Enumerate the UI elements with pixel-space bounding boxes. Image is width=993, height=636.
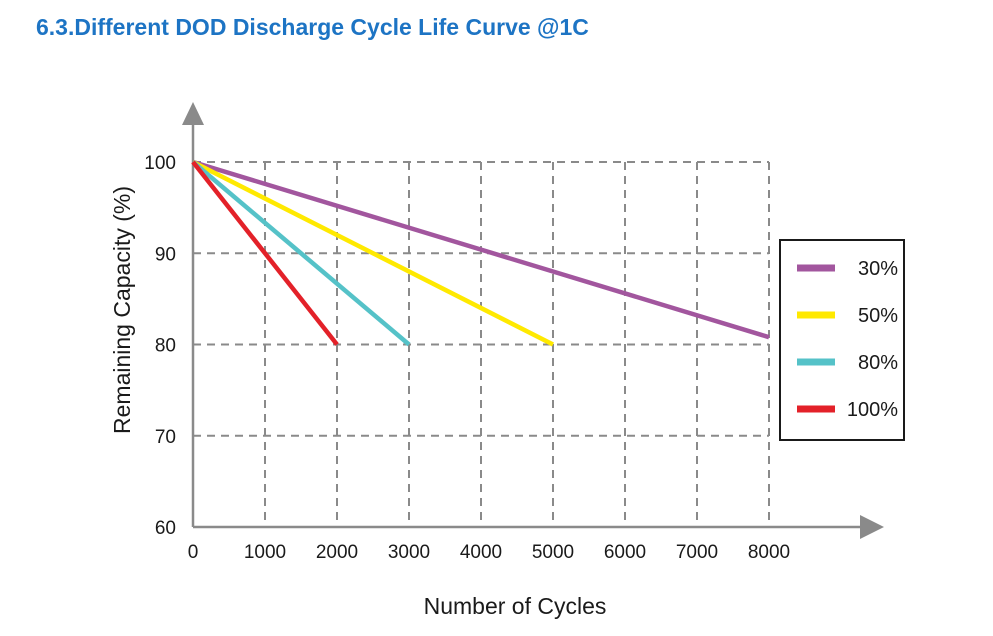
x-tick-labels: 0 1000 2000 3000 4000 5000 6000 7000 8000 <box>188 542 790 563</box>
legend-label-100pct: 100% <box>847 399 898 421</box>
series-line-80pct <box>191 160 411 347</box>
series-lines <box>191 159 770 347</box>
legend-label-80pct: 80% <box>858 352 898 374</box>
x-tick-1000: 1000 <box>244 542 286 563</box>
y-tick-80: 80 <box>155 336 176 357</box>
legend-label-30pct: 30% <box>858 258 898 280</box>
x-tick-5000: 5000 <box>532 542 574 563</box>
series-line-100pct <box>191 160 339 346</box>
series-line-50pct <box>191 159 555 347</box>
series-line-30pct <box>192 159 770 340</box>
x-axis-title: Number of Cycles <box>424 593 607 619</box>
grid-lines <box>193 161 770 527</box>
x-tick-3000: 3000 <box>388 542 430 563</box>
y-tick-70: 70 <box>155 427 176 448</box>
y-axis-title: Remaining Capacity (%) <box>109 186 135 434</box>
x-tick-6000: 6000 <box>604 542 646 563</box>
axes <box>182 102 884 539</box>
legend: 30% 50% 80% 100% <box>779 239 905 441</box>
y-tick-60: 60 <box>155 518 176 539</box>
y-axis-arrow <box>182 102 204 125</box>
y-tick-labels: 60 70 80 90 100 <box>144 153 176 539</box>
x-tick-4000: 4000 <box>460 542 502 563</box>
x-tick-2000: 2000 <box>316 542 358 563</box>
x-tick-0: 0 <box>188 542 199 563</box>
section-heading: 6.3.Different DOD Discharge Cycle Life C… <box>36 14 589 40</box>
x-tick-8000: 8000 <box>748 542 790 563</box>
x-axis-arrow <box>860 515 884 539</box>
x-tick-7000: 7000 <box>676 542 718 563</box>
y-tick-90: 90 <box>155 244 176 265</box>
y-tick-100: 100 <box>144 153 176 174</box>
legend-label-50pct: 50% <box>858 305 898 327</box>
